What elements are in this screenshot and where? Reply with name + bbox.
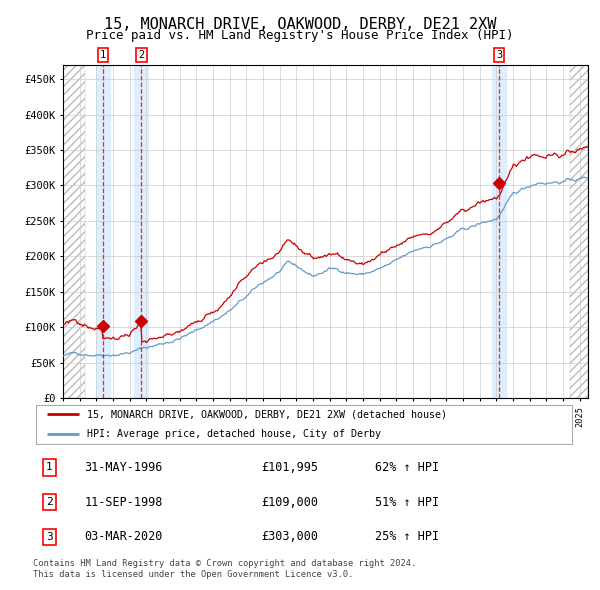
Text: 3: 3 (496, 50, 502, 60)
Text: 03-MAR-2020: 03-MAR-2020 (85, 530, 163, 543)
Bar (96, 65, 110, 398)
Text: 2: 2 (139, 50, 145, 60)
Text: 31-MAY-1996: 31-MAY-1996 (85, 461, 163, 474)
Bar (134, 65, 148, 398)
Bar (569, 65, 588, 398)
Text: 51% ↑ HPI: 51% ↑ HPI (375, 496, 439, 509)
Text: 62% ↑ HPI: 62% ↑ HPI (375, 461, 439, 474)
Text: 1: 1 (100, 50, 106, 60)
Text: 3: 3 (46, 532, 53, 542)
FancyBboxPatch shape (36, 405, 572, 444)
Bar (492, 65, 506, 398)
Text: 25% ↑ HPI: 25% ↑ HPI (375, 530, 439, 543)
Text: £101,995: £101,995 (261, 461, 318, 474)
Bar (63, 65, 85, 398)
Text: 15, MONARCH DRIVE, OAKWOOD, DERBY, DE21 2XW: 15, MONARCH DRIVE, OAKWOOD, DERBY, DE21 … (104, 17, 496, 31)
Text: £109,000: £109,000 (261, 496, 318, 509)
Text: Price paid vs. HM Land Registry's House Price Index (HPI): Price paid vs. HM Land Registry's House … (86, 29, 514, 42)
Text: Contains HM Land Registry data © Crown copyright and database right 2024.
This d: Contains HM Land Registry data © Crown c… (33, 559, 416, 579)
Text: 11-SEP-1998: 11-SEP-1998 (85, 496, 163, 509)
Text: £303,000: £303,000 (261, 530, 318, 543)
Text: 2: 2 (46, 497, 53, 507)
Text: HPI: Average price, detached house, City of Derby: HPI: Average price, detached house, City… (88, 429, 382, 439)
Text: 15, MONARCH DRIVE, OAKWOOD, DERBY, DE21 2XW (detached house): 15, MONARCH DRIVE, OAKWOOD, DERBY, DE21 … (88, 409, 448, 419)
Text: 1: 1 (46, 463, 53, 473)
